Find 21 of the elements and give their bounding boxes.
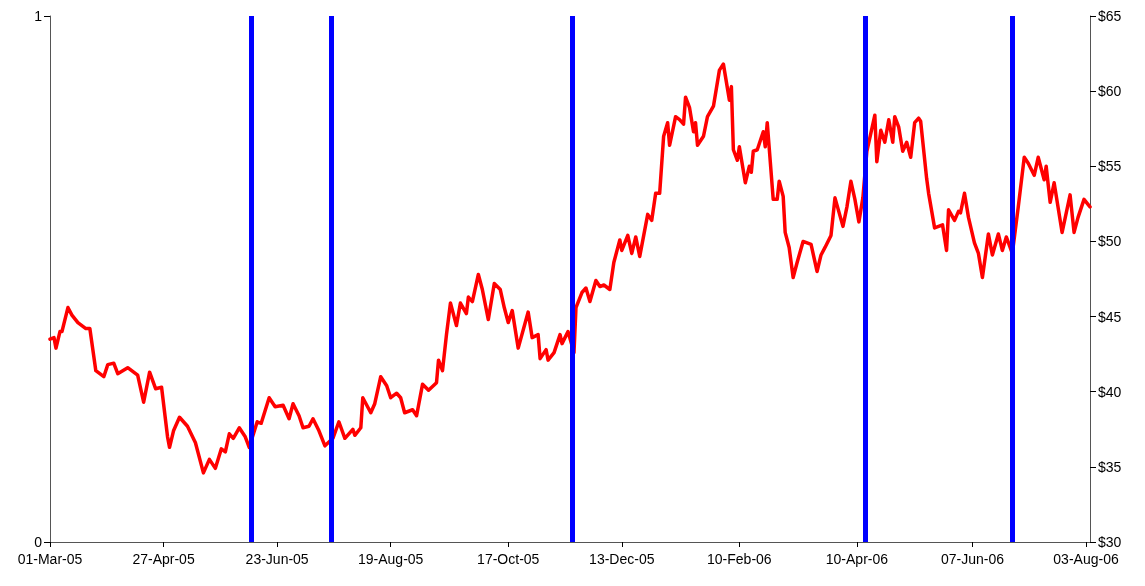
y2-tick-label: $50 (1098, 233, 1122, 250)
x-tick-label: 23-Jun-05 (245, 551, 309, 567)
x-tick-label: 17-Oct-05 (477, 551, 540, 567)
y2-tick-label: $55 (1098, 158, 1122, 175)
y2-tick-label: $60 (1098, 83, 1122, 100)
y2-tick-label: $65 (1098, 8, 1122, 24)
x-tick-label: 13-Dec-05 (589, 551, 655, 567)
x-tick-label: 01-Mar-05 (17, 551, 83, 567)
line-series (48, 62, 1092, 475)
x-tick-label: 07-Jun-06 (940, 551, 1005, 567)
x-tick-label: 10-Feb-06 (707, 551, 772, 567)
x-tick-label: 19-Aug-05 (357, 551, 424, 567)
x-tick-label: 27-Apr-05 (132, 551, 195, 567)
y-tick-label: 0 (34, 534, 43, 550)
y2-tick-label: $45 (1098, 308, 1122, 325)
y-tick-label: 1 (34, 8, 43, 24)
y2-tick-label: $30 (1098, 534, 1122, 550)
x-tick-label: 10-Apr-06 (825, 551, 889, 567)
x-tick-label: 03-Aug-06 (1053, 551, 1119, 567)
y2-tick-label: $35 (1098, 458, 1122, 475)
y2-tick-label: $40 (1098, 383, 1122, 400)
